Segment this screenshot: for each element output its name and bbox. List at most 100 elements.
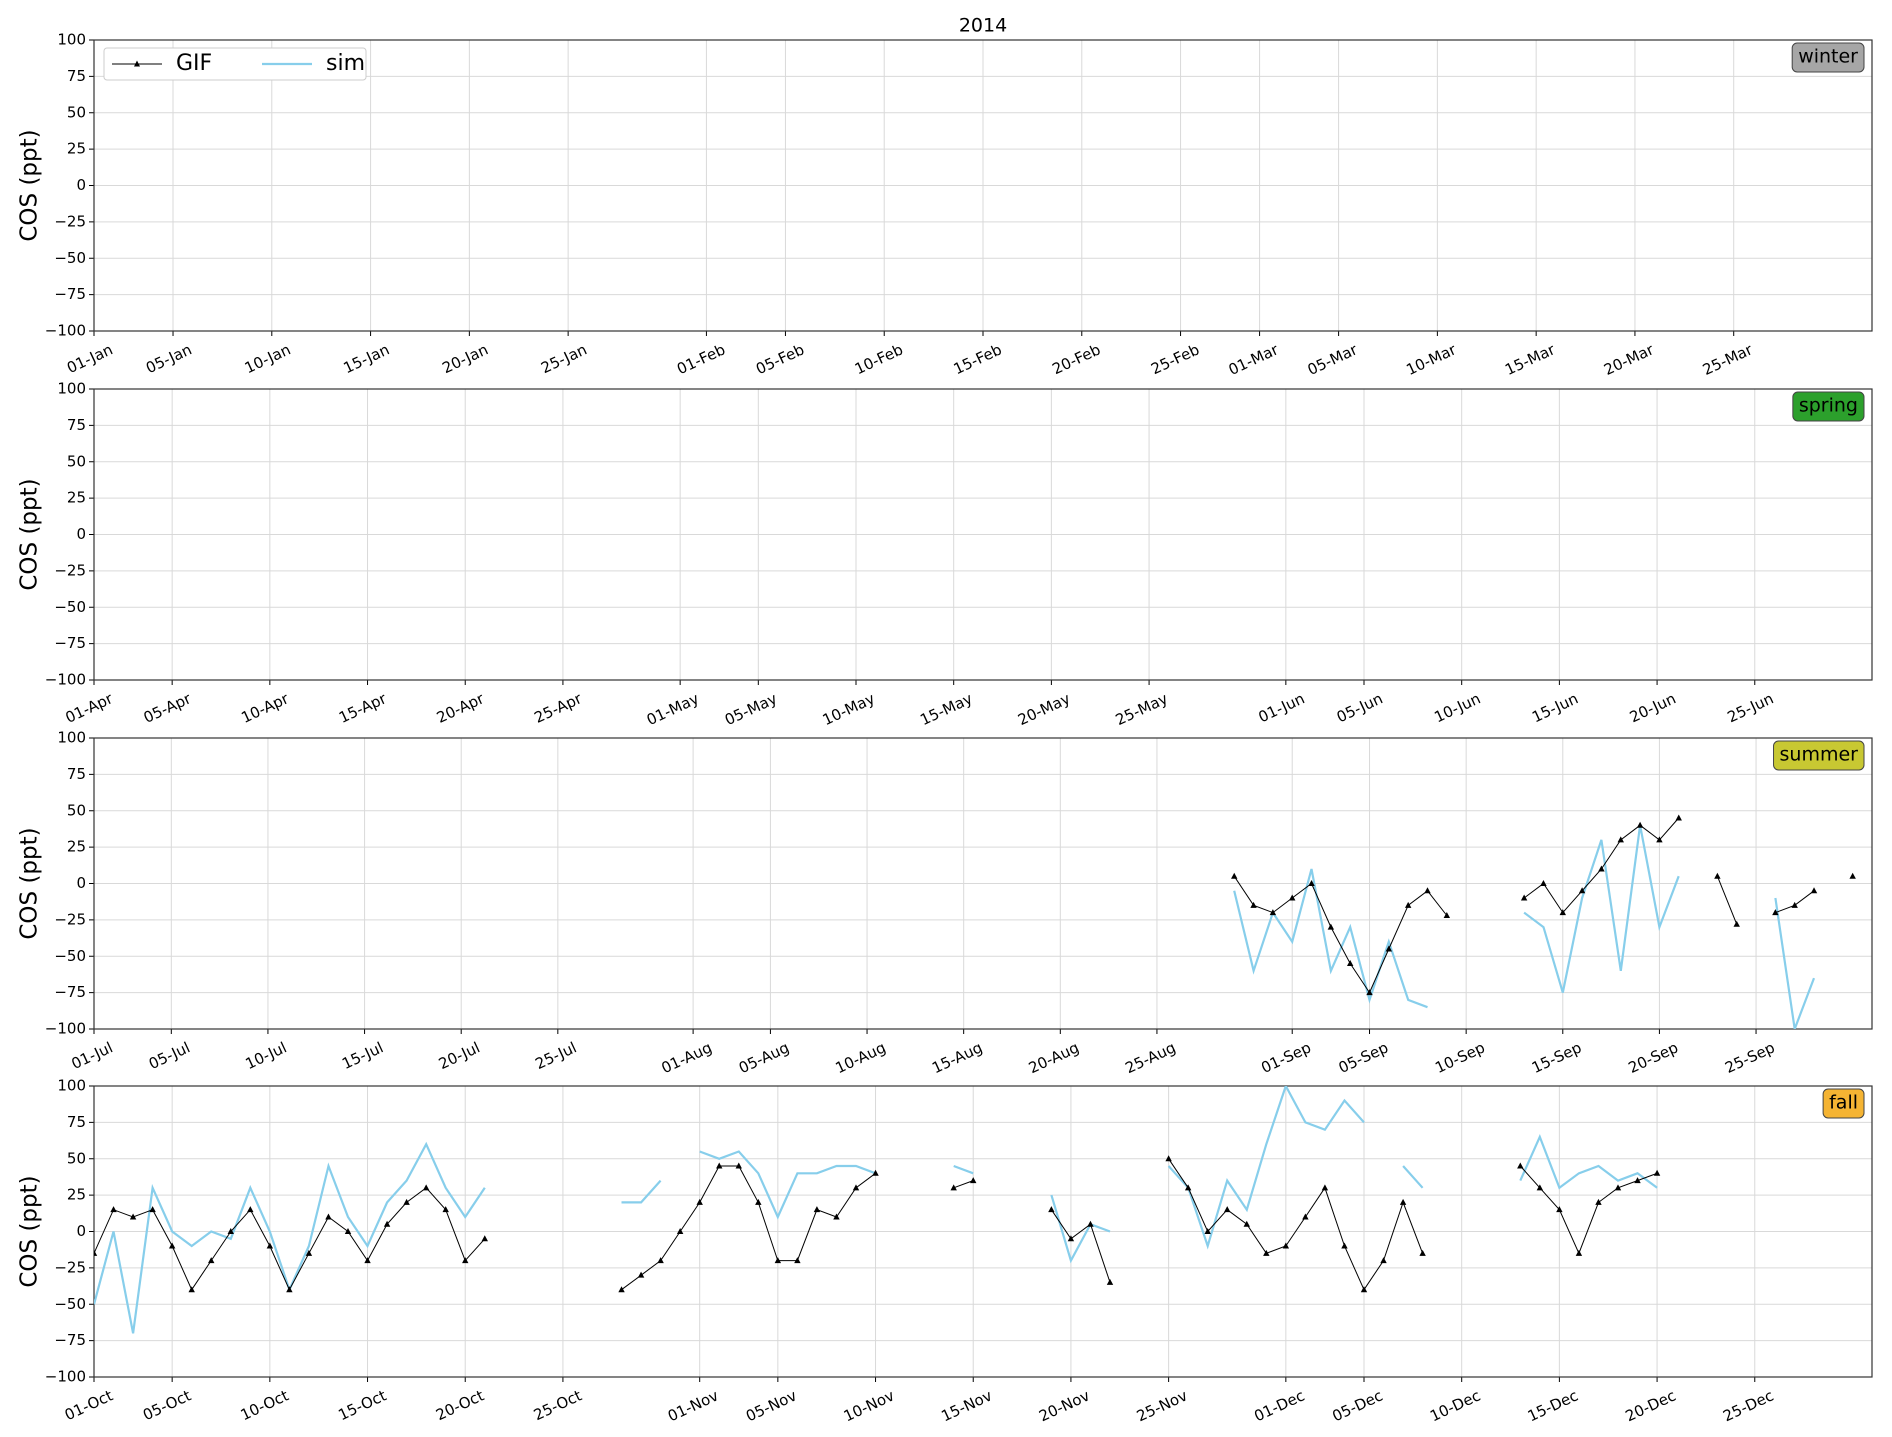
gif-marker — [1733, 920, 1740, 927]
gif-marker — [1263, 1249, 1270, 1256]
x-tick-label: 05-Nov — [743, 1386, 799, 1425]
x-tick-label: 20-Mar — [1601, 340, 1657, 379]
season-label: summer — [1780, 744, 1859, 766]
x-tick-label: 15-Mar — [1502, 340, 1558, 379]
x-tick-label: 15-Apr — [336, 689, 390, 727]
gif-marker — [852, 1184, 860, 1191]
gif-marker — [1231, 872, 1238, 879]
x-tick-label: 05-Jun — [1334, 689, 1386, 726]
gif-marker — [970, 1177, 977, 1184]
gif-marker — [247, 1206, 254, 1213]
gif-marker — [1419, 1249, 1426, 1256]
x-tick-label: 25-Jun — [1725, 689, 1777, 726]
gif-marker — [1269, 909, 1277, 916]
gif-marker — [1443, 912, 1451, 919]
x-tick-label: 01-Aug — [659, 1038, 715, 1077]
y-tick-label: −100 — [45, 1368, 86, 1386]
gif-line — [1234, 818, 1853, 993]
gif-marker — [1559, 909, 1566, 916]
y-tick-label: −25 — [54, 212, 86, 230]
gif-marker — [1614, 1184, 1622, 1191]
x-tick-label: 05-Mar — [1305, 340, 1361, 379]
gif-marker — [833, 1213, 840, 1220]
gif-marker — [1184, 1184, 1192, 1191]
gif-marker — [1791, 901, 1798, 908]
y-tick-label: 100 — [57, 729, 86, 747]
x-tick-label: 10-May — [820, 689, 878, 729]
gif-marker — [344, 1228, 352, 1234]
gif-marker — [94, 1249, 98, 1256]
gif-marker — [1067, 1235, 1075, 1242]
season-badge — [1791, 42, 1865, 73]
gif-marker — [1772, 909, 1779, 916]
gif-marker — [1653, 1169, 1661, 1176]
gif-marker — [1634, 1177, 1641, 1184]
season-label: winter — [1798, 46, 1858, 68]
x-tick-label: 20-Oct — [433, 1386, 487, 1424]
y-tick-label: 100 — [57, 31, 86, 49]
gif-marker — [1087, 1220, 1094, 1227]
y-tick-label: −100 — [45, 1020, 86, 1038]
gif-marker — [1289, 894, 1296, 901]
x-tick-label: 25-Aug — [1122, 1038, 1178, 1077]
x-tick-label: 01-Jul — [69, 1038, 116, 1073]
y-tick-label: −100 — [45, 671, 86, 689]
gif-marker — [1302, 1213, 1309, 1220]
x-tick-label: 20-Dec — [1623, 1386, 1679, 1425]
y-tick-label: 100 — [57, 1077, 86, 1095]
legend-label: sim — [326, 51, 365, 76]
gif-marker — [1399, 1198, 1407, 1205]
gif-marker — [1204, 1228, 1211, 1234]
x-tick-label: 05-Apr — [141, 689, 195, 727]
gif-marker — [1282, 1242, 1290, 1249]
y-tick-label: 75 — [67, 1113, 86, 1131]
gif-marker — [1517, 1162, 1524, 1169]
x-tick-label: 10-Nov — [841, 1386, 897, 1425]
series-group — [1231, 814, 1856, 1029]
gif-marker — [1575, 1249, 1583, 1256]
gif-marker — [305, 1249, 313, 1256]
gif-marker — [1520, 894, 1528, 901]
legend-box — [103, 47, 367, 81]
x-tick-label: 01-Nov — [665, 1386, 721, 1425]
gif-marker — [1598, 865, 1605, 872]
gif-marker — [1385, 945, 1393, 952]
gif-marker — [1714, 872, 1721, 879]
x-tick-label: 05-Feb — [753, 340, 807, 378]
x-tick-label: 01-Jun — [1256, 689, 1308, 726]
gif-marker — [1578, 887, 1586, 894]
gif-marker — [383, 1220, 391, 1227]
plot-frame — [93, 388, 1873, 681]
gif-marker — [1556, 1206, 1563, 1213]
y-tick-label: 25 — [67, 838, 86, 856]
season-label: fall — [1829, 1092, 1858, 1114]
x-tick-label: 01-Feb — [674, 340, 728, 378]
x-tick-label: 25-Jan — [538, 340, 590, 377]
gif-marker — [676, 1228, 684, 1234]
x-tick-label: 25-Sep — [1722, 1038, 1777, 1077]
panel: −100 −75 −50 −25 0 25 50 75 100 01-Jul 05-Jul 10-Ju… — [17, 729, 1873, 1077]
y-tick-label: 50 — [67, 801, 86, 819]
y-tick-label: 0 — [76, 176, 86, 194]
y-tick-label: 25 — [67, 140, 86, 158]
y-tick-label: −75 — [54, 634, 86, 652]
x-tick-label: 20-Jan — [439, 340, 491, 377]
y-tick-label: −25 — [54, 1258, 86, 1276]
gif-marker — [227, 1228, 234, 1234]
y-tick-label: −50 — [54, 249, 86, 267]
season-badge — [1792, 391, 1865, 422]
y-tick-label: 0 — [76, 874, 86, 892]
gif-marker — [1424, 887, 1431, 894]
gif-marker — [266, 1242, 274, 1249]
gif-marker — [872, 1169, 879, 1176]
y-tick-label: −50 — [54, 598, 86, 616]
gif-marker — [1048, 1206, 1055, 1213]
gif-marker — [1849, 872, 1856, 879]
gif-marker — [1308, 880, 1315, 886]
gif-marker — [462, 1257, 469, 1264]
gif-marker — [1321, 1184, 1329, 1191]
x-tick-label: 05-Jul — [146, 1038, 193, 1073]
x-tick-label: 01-Jan — [64, 340, 116, 377]
x-tick-label: 01-Dec — [1251, 1386, 1307, 1425]
